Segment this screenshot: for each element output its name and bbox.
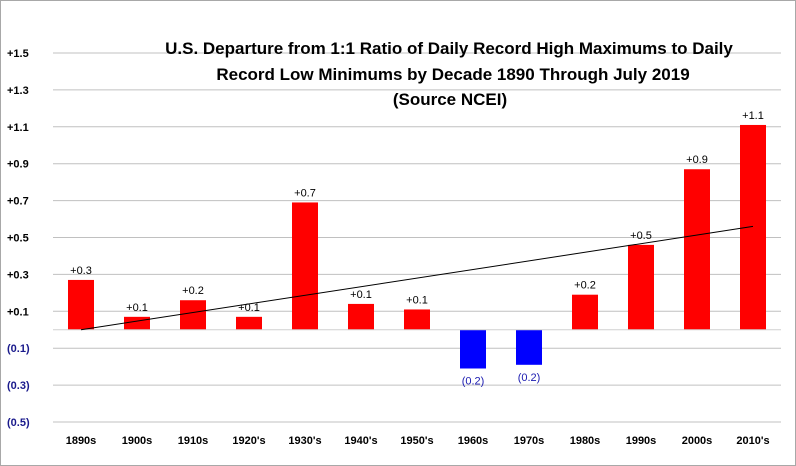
data-label: +0.2 [574,280,596,292]
data-label: +0.9 [686,154,708,166]
bar-1960s [460,329,486,369]
x-axis-tick-labels: 1890s 1900s 1910s 1920's 1930's 1940's 1950's 1… [66,435,770,447]
x-tick-label: 1940's [344,435,377,447]
bar-1970s [516,329,542,365]
x-tick-label: 1960s [458,435,489,447]
y-tick-label: +1.3 [7,85,29,97]
data-label: +0.1 [126,302,148,314]
y-tick-label: +0.1 [7,306,29,318]
x-tick-label: 1920's [232,435,265,447]
data-label: +0.3 [70,265,92,277]
data-label: (0.2) [518,372,541,384]
y-tick-label: +1.5 [7,48,29,60]
x-tick-label: 2010's [736,435,769,447]
y-tick-label: (0.1) [7,343,30,355]
bar-1900s [124,316,150,330]
x-tick-label: 1890s [66,435,97,447]
data-label: +0.7 [294,187,316,199]
y-tick-label: +1.1 [7,122,29,134]
bar-2000s [684,169,710,330]
bar-1890s [68,279,94,330]
x-tick-label: 1980s [570,435,601,447]
chart-title: U.S. Departure from 1:1 Ratio of Daily R… [165,39,733,109]
chart-title-line-3: (Source NCEI) [393,90,507,109]
data-label: +0.1 [238,302,260,314]
bar-1990s [628,244,654,330]
bar-1950s [404,309,430,330]
x-tick-label: 1990s [626,435,657,447]
x-tick-label: 1950's [400,435,433,447]
x-tick-label: 1910s [178,435,209,447]
y-tick-label: (0.5) [7,417,30,429]
bar-1910s [180,300,206,330]
bar-1930s [292,202,318,330]
x-tick-label: 1900s [122,435,153,447]
y-tick-label: +0.7 [7,196,29,208]
y-tick-label: +0.3 [7,269,29,281]
y-tick-label: (0.3) [7,380,30,392]
data-label: (0.2) [462,375,485,387]
y-axis-tick-labels: +1.5 +1.3 +1.1 +0.9 +0.7 +0.5 +0.3 +0.1 (0.1) (0.… [7,48,30,429]
x-tick-label: 2000s [682,435,713,447]
y-tick-label: +0.5 [7,233,29,245]
data-label: +0.1 [350,289,372,301]
x-tick-label: 1970s [514,435,545,447]
y-tick-label: +0.9 [7,159,29,171]
chart-title-line-2: Record Low Minimums by Decade 1890 Throu… [216,65,689,84]
bar-1920s [236,316,262,330]
data-label: +0.5 [630,230,652,242]
data-label: +0.2 [182,285,204,297]
chart-title-line-1: U.S. Departure from 1:1 Ratio of Daily R… [165,39,733,58]
data-label: +0.1 [406,294,428,306]
gridlines [53,52,781,423]
data-labels: +0.3 +0.1 +0.2 +0.1 +0.7 +0.1 +0.1 (0.2) (0.2) +0… [70,110,764,388]
x-tick-label: 1930's [288,435,321,447]
bar-1980s [572,294,598,330]
bar-1940s [348,303,374,330]
bars [68,124,766,369]
data-label: +1.1 [742,110,764,122]
trend-line [80,225,754,331]
